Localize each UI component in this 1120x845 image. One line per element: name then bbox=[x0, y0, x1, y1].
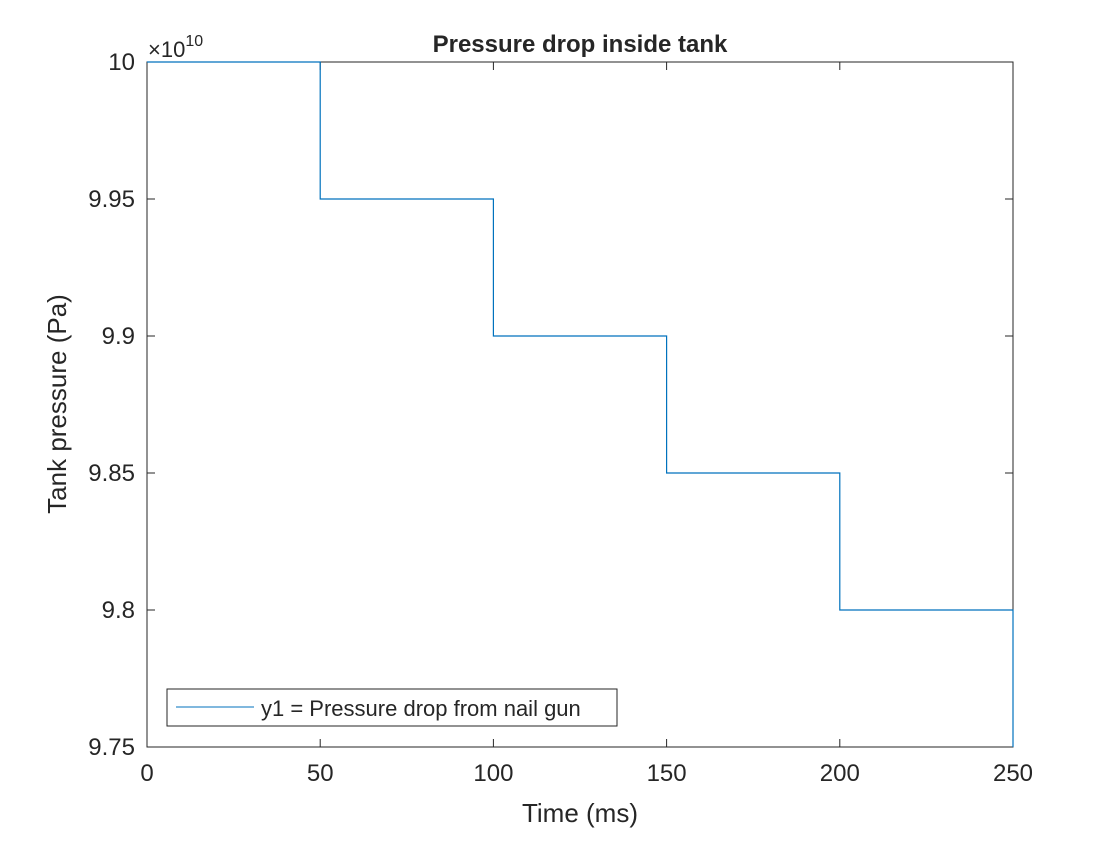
x-axis-ticks: 0 50 100 150 200 250 bbox=[140, 62, 1033, 787]
y-tick-label: 9.95 bbox=[88, 186, 135, 213]
y-tick-label: 10 bbox=[108, 49, 135, 76]
x-tick-label: 0 bbox=[140, 760, 153, 787]
y-tick-label: 9.85 bbox=[88, 460, 135, 487]
axes-box bbox=[146, 61, 1014, 748]
x-tick-label: 200 bbox=[820, 760, 860, 787]
y-axis-label: Tank pressure (Pa) bbox=[42, 294, 72, 514]
y-tick-label: 9.8 bbox=[102, 597, 135, 624]
y-axis-exponent-times: × bbox=[148, 37, 161, 62]
x-tick-label: 150 bbox=[647, 760, 687, 787]
series-line-0 bbox=[147, 61, 1014, 747]
legend: y1 = Pressure drop from nail gun bbox=[166, 688, 618, 727]
legend-label: y1 = Pressure drop from nail gun bbox=[261, 696, 581, 721]
svg-text:×1010: ×1010 bbox=[148, 33, 203, 62]
y-tick-label: 9.9 bbox=[102, 323, 135, 350]
x-axis-label: Time (ms) bbox=[522, 798, 638, 828]
plot-area bbox=[146, 61, 1014, 748]
x-tick-label: 250 bbox=[993, 760, 1033, 787]
x-tick-label: 50 bbox=[307, 760, 334, 787]
y-tick-label: 9.75 bbox=[88, 734, 135, 761]
series-layer bbox=[147, 61, 1014, 747]
y-axis-exponent-base: 10 bbox=[161, 37, 185, 62]
y-axis-exponent: ×1010 bbox=[148, 33, 203, 62]
y-axis-exponent-power: 10 bbox=[185, 33, 203, 50]
chart-title: Pressure drop inside tank bbox=[433, 31, 728, 58]
y-axis-ticks: 9.75 9.8 9.85 9.9 9.95 10 bbox=[88, 49, 1013, 761]
x-tick-label: 100 bbox=[473, 760, 513, 787]
